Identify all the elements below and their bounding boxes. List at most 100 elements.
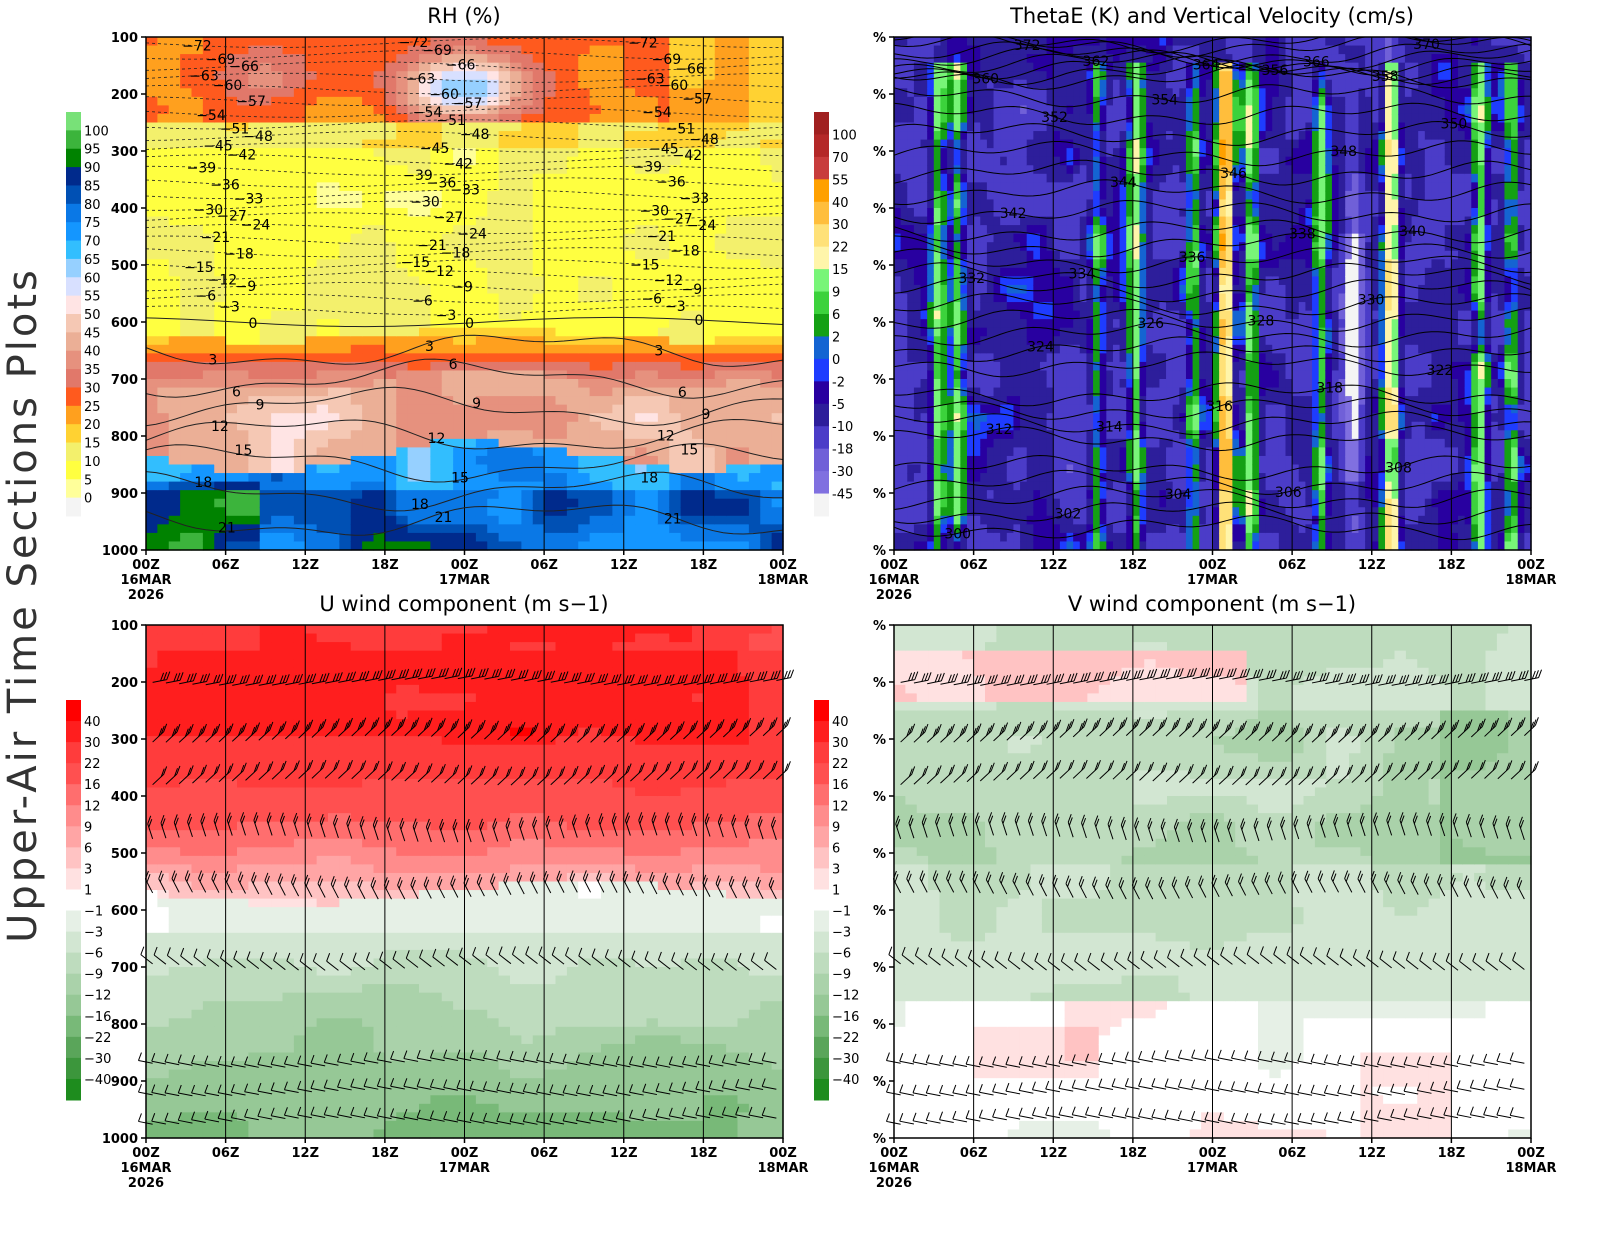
field-cell bbox=[913, 139, 922, 149]
field-cell bbox=[578, 156, 591, 166]
field-cell bbox=[657, 131, 670, 141]
field-cell bbox=[407, 208, 420, 218]
field-cell bbox=[1020, 430, 1028, 440]
field-cell bbox=[980, 156, 988, 166]
field-cell bbox=[748, 139, 761, 149]
field-cell bbox=[578, 182, 591, 192]
field-cell bbox=[566, 190, 579, 201]
field-cell bbox=[920, 242, 928, 252]
field-cell bbox=[191, 430, 204, 440]
field-cell bbox=[430, 344, 443, 354]
field-cell bbox=[202, 438, 215, 448]
field-cell bbox=[771, 79, 784, 89]
field-cell bbox=[293, 173, 306, 183]
field-cell bbox=[146, 88, 158, 98]
field-cell bbox=[475, 182, 488, 192]
field-cell bbox=[646, 182, 659, 192]
field-cell bbox=[487, 353, 500, 363]
field-cell bbox=[566, 199, 579, 209]
field-cell bbox=[986, 455, 995, 466]
field-cell bbox=[225, 387, 238, 397]
field-cell bbox=[544, 532, 557, 543]
field-cell bbox=[646, 438, 659, 448]
field-cell bbox=[498, 199, 511, 209]
field-cell bbox=[305, 447, 318, 457]
field-cell bbox=[726, 54, 739, 64]
field-cell bbox=[714, 481, 727, 491]
field-cell bbox=[214, 225, 227, 235]
field-cell bbox=[692, 225, 704, 235]
field-cell bbox=[362, 293, 375, 303]
field-cell bbox=[384, 173, 397, 183]
field-cell bbox=[960, 259, 968, 269]
field-cell bbox=[532, 148, 545, 158]
field-cell bbox=[601, 387, 613, 397]
field-cell bbox=[947, 88, 955, 98]
field-cell bbox=[396, 541, 409, 551]
field-cell bbox=[441, 216, 454, 226]
field-cell bbox=[1000, 507, 1008, 517]
field-cell bbox=[339, 438, 352, 448]
field-cell bbox=[419, 404, 431, 414]
field-cell bbox=[1006, 113, 1015, 124]
field-cell bbox=[920, 455, 928, 466]
field-cell bbox=[498, 139, 511, 149]
field-cell bbox=[487, 464, 500, 474]
field-cell bbox=[771, 379, 784, 389]
field-cell bbox=[191, 37, 204, 47]
field-cell bbox=[396, 404, 409, 414]
colorbar-label: 100 bbox=[84, 124, 109, 139]
field-cell bbox=[589, 54, 602, 64]
field-cell bbox=[430, 524, 443, 534]
field-cell bbox=[384, 190, 397, 201]
field-cell bbox=[271, 455, 284, 466]
field-cell bbox=[1006, 190, 1015, 201]
field-cell bbox=[146, 302, 158, 312]
field-cell bbox=[947, 344, 955, 354]
field-cell bbox=[396, 148, 409, 158]
field-cell bbox=[168, 284, 181, 295]
field-cell bbox=[498, 361, 511, 372]
field-cell bbox=[646, 473, 659, 483]
field-cell bbox=[578, 250, 591, 260]
field-cell bbox=[305, 310, 318, 320]
field-cell bbox=[146, 208, 158, 218]
field-cell bbox=[555, 242, 568, 252]
field-cell bbox=[202, 233, 215, 243]
field-cell bbox=[282, 139, 295, 149]
isotherm-contour bbox=[145, 386, 784, 427]
field-cell bbox=[430, 438, 443, 448]
field-cell bbox=[623, 507, 636, 517]
field-cell bbox=[760, 344, 773, 354]
isotherm-label: −48 bbox=[460, 127, 490, 143]
field-cell bbox=[900, 71, 908, 81]
field-cell bbox=[350, 216, 363, 226]
isotherm-label: −33 bbox=[450, 183, 480, 199]
isotherm-contour bbox=[145, 258, 784, 269]
field-cell bbox=[1000, 464, 1008, 474]
field-cell bbox=[612, 404, 625, 414]
field-cell bbox=[453, 250, 466, 260]
field-cell bbox=[933, 524, 942, 534]
field-cell bbox=[894, 96, 902, 106]
field-cell bbox=[555, 96, 568, 106]
field-cell bbox=[947, 327, 955, 337]
field-cell bbox=[692, 430, 704, 440]
field-cell bbox=[396, 173, 409, 183]
field-cell bbox=[657, 498, 670, 508]
field-cell bbox=[680, 379, 693, 389]
isotherm-contour bbox=[145, 224, 784, 234]
colorbar-label: 60 bbox=[84, 271, 101, 286]
field-cell bbox=[940, 404, 948, 414]
field-cell bbox=[225, 336, 238, 346]
field-cell bbox=[453, 148, 466, 158]
field-cell bbox=[475, 284, 488, 295]
field-cell bbox=[953, 62, 961, 72]
field-cell bbox=[384, 507, 397, 517]
colorbar-swatch bbox=[66, 130, 81, 150]
field-cell bbox=[384, 242, 397, 252]
field-cell bbox=[271, 319, 284, 329]
field-cell bbox=[384, 267, 397, 277]
field-cell bbox=[913, 310, 922, 320]
field-cell bbox=[973, 387, 981, 397]
